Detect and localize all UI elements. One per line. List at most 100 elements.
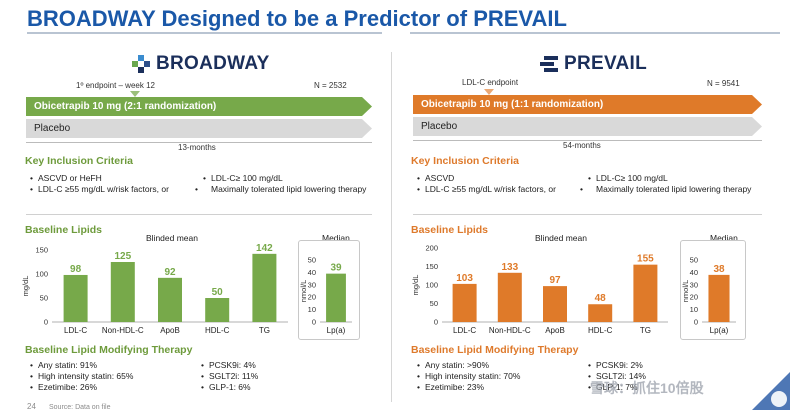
x-tick-label: Lp(a) xyxy=(327,326,346,335)
x-tick-label: Non-HDL-C xyxy=(102,326,144,335)
page-title: BROADWAY Designed to be a Predictor of P… xyxy=(27,6,567,31)
data-label: 103 xyxy=(456,273,473,284)
broadway-duration: 13-months xyxy=(178,143,216,152)
x-tick-label: HDL-C xyxy=(588,326,613,335)
bar-lp-a- xyxy=(326,273,346,322)
y-tick-label: 50 xyxy=(430,299,438,308)
x-tick-label: TG xyxy=(640,326,651,335)
prevail-mgdl-chart: mg/dL 0 50 100 150 200 103 LDL-C 133 Non-HDL-C 97 A… xyxy=(411,244,668,335)
data-label: 38 xyxy=(713,264,725,275)
prevail-logo-icon xyxy=(540,56,558,72)
title-divider-right xyxy=(410,32,780,34)
y-tick-label: 40 xyxy=(308,268,316,277)
y-tick-label: 150 xyxy=(35,246,48,255)
y-tick-label: 150 xyxy=(425,262,438,271)
y-axis-label: mg/dL xyxy=(411,275,420,296)
y-tick-label: 200 xyxy=(425,244,438,253)
data-label: 142 xyxy=(256,243,273,254)
prevail-section-divider xyxy=(413,214,762,215)
broadway-mgdl-chart: mg/dL 0 50 100 150 98 LDL-C 125 Non-HDL-C 92 ApoB 5… xyxy=(21,243,288,335)
x-tick-label: ApoB xyxy=(160,326,180,335)
broadway-duration-line xyxy=(26,142,372,143)
y-axis-label: nmol/L xyxy=(299,280,308,303)
list-item: • LDL-C≥ 100 mg/dL xyxy=(588,173,668,183)
prevail-lipids-title: Baseline Lipids xyxy=(411,224,489,236)
prevail-therapy-right: • PCSK9i: 2% • SGLT2i: 14% • GLP-1: 7% xyxy=(588,360,738,393)
x-tick-label: LDL-C xyxy=(453,326,476,335)
broadway-therapy-title: Baseline Lipid Modifying Therapy xyxy=(25,344,193,356)
list-item: • High intensity statin: 70% xyxy=(417,371,521,381)
broadway-therapy-right: • PCSK9i: 4% • SGLT2i: 11% • GLP-1: 6% xyxy=(201,360,351,393)
bar-hdl-c xyxy=(588,304,613,322)
data-label: 39 xyxy=(330,263,342,274)
data-label: 98 xyxy=(70,264,82,275)
y-tick-label: 0 xyxy=(312,318,316,327)
bar-apob xyxy=(158,277,182,322)
prevail-inclusion-title: Key Inclusion Criteria xyxy=(411,155,519,167)
y-tick-label: 30 xyxy=(308,280,316,289)
list-item: • ASCVD xyxy=(417,173,455,183)
bar-hdl-c xyxy=(205,298,230,322)
y-tick-label: 50 xyxy=(40,294,48,303)
list-item: • SGLT2i: 11% xyxy=(201,371,259,381)
list-item: • LDL-C≥ 100 mg/dL xyxy=(203,173,283,183)
broadway-inclusion-title: Key Inclusion Criteria xyxy=(25,155,133,167)
y-axis-label: nmol/L xyxy=(681,280,690,303)
prevail-nmol-chart: nmol/L 0 10 20 30 40 50 38 Lp(a) xyxy=(681,256,736,335)
y-tick-label: 30 xyxy=(690,280,698,289)
broadway-logo-icon xyxy=(132,55,150,73)
list-item: • Ezetimibe: 26% xyxy=(30,382,98,392)
list-item: • High intensity statin: 65% xyxy=(30,371,134,381)
broadway-n-label: N = 2532 xyxy=(314,81,347,90)
prevail-endpoint-marker xyxy=(484,89,494,95)
bar-apob xyxy=(543,286,567,322)
list-item: • LDL-C ≥55 mg/dL w/risk factors, or xyxy=(30,184,169,194)
broadway-section-divider xyxy=(26,214,372,215)
broadway-inclusion-right: • LDL-C≥ 100 mg/dL • Maximally tolerated l… xyxy=(195,173,378,195)
y-tick-label: 100 xyxy=(35,270,48,279)
bar-non-hdl-c xyxy=(110,262,135,322)
data-label: 92 xyxy=(164,267,176,278)
prevail-median-box xyxy=(680,240,746,340)
list-item: • GLP-1: 7% xyxy=(588,382,638,392)
footer-source: Source: Data on file xyxy=(49,404,111,411)
y-tick-label: 20 xyxy=(690,293,698,302)
prevail-inclusion-left: • ASCVD • LDL-C ≥55 mg/dL w/risk factors, … xyxy=(417,173,587,195)
data-label: 155 xyxy=(637,254,654,265)
x-tick-label: HDL-C xyxy=(205,326,230,335)
bar-ldl-c xyxy=(63,274,88,322)
prevail-n-label: N = 9541 xyxy=(707,79,740,88)
y-tick-label: 50 xyxy=(690,256,698,265)
prevail-logo-text: PREVAIL xyxy=(564,53,648,74)
list-item: • Ezetimibe: 23% xyxy=(417,382,485,392)
x-tick-label: TG xyxy=(259,326,270,335)
bar-tg xyxy=(252,253,277,322)
prevail-duration: 54-months xyxy=(563,141,601,150)
data-label: 48 xyxy=(595,293,607,304)
y-tick-label: 0 xyxy=(44,318,48,327)
x-tick-label: Non-HDL-C xyxy=(489,326,531,335)
list-item: • Any statin: 91% xyxy=(30,360,98,370)
broadway-blinded-label: Blinded mean xyxy=(146,233,198,243)
bar-ldl-c xyxy=(452,283,477,322)
corner-logo-icon xyxy=(752,372,790,410)
broadway-median-label: Median xyxy=(322,233,350,243)
broadway-endpoint-marker xyxy=(130,91,140,97)
x-tick-label: ApoB xyxy=(545,326,565,335)
y-tick-label: 20 xyxy=(308,293,316,302)
y-tick-label: 0 xyxy=(434,318,438,327)
bar-lp-a- xyxy=(708,274,730,322)
broadway-median-box xyxy=(298,240,360,340)
data-label: 97 xyxy=(549,275,561,286)
prevail-therapy-left: • Any statin: >90% • High intensity statin… xyxy=(417,360,587,393)
data-label: 133 xyxy=(501,262,518,273)
prevail-median-label: Median xyxy=(710,233,738,243)
broadway-nmol-chart: nmol/L 0 10 20 30 40 50 39 Lp(a) xyxy=(299,256,352,335)
bar-non-hdl-c xyxy=(497,272,522,322)
y-tick-label: 50 xyxy=(308,256,316,265)
prevail-therapy-title: Baseline Lipid Modifying Therapy xyxy=(411,344,579,356)
title-divider-left xyxy=(27,32,382,34)
bar-tg xyxy=(633,264,658,322)
data-label: 50 xyxy=(212,287,224,298)
broadway-inclusion-left: • ASCVD or HeFH • LDL-C ≥55 mg/dL w/risk f… xyxy=(30,173,200,195)
